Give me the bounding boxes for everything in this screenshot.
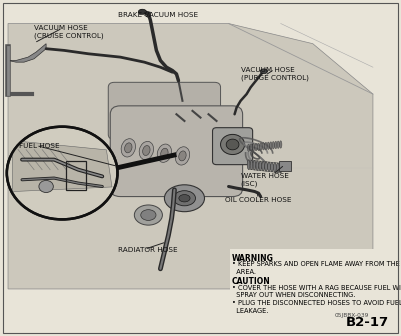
Circle shape bbox=[226, 139, 239, 150]
Text: • COVER THE HOSE WITH A RAG BECAUSE FUEL WILL
  SPRAY OUT WHEN DISCONNECTING.
• : • COVER THE HOSE WITH A RAG BECAUSE FUEL… bbox=[232, 285, 401, 314]
Ellipse shape bbox=[250, 160, 253, 170]
Text: BRAKE VACUUM HOSE: BRAKE VACUUM HOSE bbox=[118, 12, 198, 18]
Ellipse shape bbox=[267, 142, 269, 150]
Ellipse shape bbox=[255, 143, 257, 151]
Ellipse shape bbox=[173, 191, 196, 206]
Ellipse shape bbox=[279, 141, 282, 148]
Ellipse shape bbox=[269, 142, 272, 149]
Ellipse shape bbox=[259, 161, 262, 171]
Ellipse shape bbox=[260, 69, 267, 74]
Ellipse shape bbox=[253, 161, 256, 170]
Ellipse shape bbox=[125, 143, 132, 153]
Ellipse shape bbox=[256, 161, 259, 170]
Ellipse shape bbox=[139, 141, 154, 160]
Ellipse shape bbox=[121, 139, 136, 157]
Ellipse shape bbox=[247, 144, 250, 152]
Ellipse shape bbox=[272, 141, 275, 149]
Ellipse shape bbox=[267, 162, 270, 171]
Ellipse shape bbox=[271, 162, 273, 172]
Ellipse shape bbox=[277, 141, 279, 149]
Text: WATER HOSE
(ISC): WATER HOSE (ISC) bbox=[241, 173, 288, 186]
Polygon shape bbox=[8, 24, 373, 289]
Ellipse shape bbox=[179, 151, 186, 161]
Ellipse shape bbox=[175, 147, 190, 165]
Text: VACUUM HOSE
(CRUISE CONTROL): VACUUM HOSE (CRUISE CONTROL) bbox=[34, 25, 104, 39]
Bar bbox=[279, 161, 291, 171]
Text: OIL COOLER HOSE: OIL COOLER HOSE bbox=[225, 197, 291, 203]
Text: CAUTION: CAUTION bbox=[232, 277, 271, 286]
Text: FUEL HOSE: FUEL HOSE bbox=[19, 143, 60, 149]
Ellipse shape bbox=[247, 160, 250, 169]
Ellipse shape bbox=[276, 163, 279, 172]
FancyBboxPatch shape bbox=[108, 82, 221, 139]
Ellipse shape bbox=[141, 210, 156, 220]
Ellipse shape bbox=[262, 162, 265, 171]
Ellipse shape bbox=[273, 163, 276, 172]
Text: 05JBBX-039: 05JBBX-039 bbox=[335, 312, 369, 318]
Circle shape bbox=[221, 134, 245, 155]
Ellipse shape bbox=[161, 148, 168, 158]
Text: WARNING: WARNING bbox=[232, 254, 273, 263]
Ellipse shape bbox=[134, 205, 162, 225]
Ellipse shape bbox=[138, 9, 146, 14]
Ellipse shape bbox=[252, 143, 255, 151]
Text: • KEEP SPARKS AND OPEN FLAME AWAY FROM THE FUEL
  AREA.: • KEEP SPARKS AND OPEN FLAME AWAY FROM T… bbox=[232, 261, 401, 275]
FancyBboxPatch shape bbox=[213, 128, 253, 165]
Polygon shape bbox=[12, 140, 112, 192]
Bar bbox=[230, 249, 394, 324]
Text: B2-17: B2-17 bbox=[346, 316, 389, 329]
Ellipse shape bbox=[257, 143, 260, 151]
Ellipse shape bbox=[265, 142, 267, 150]
Ellipse shape bbox=[157, 144, 172, 162]
Circle shape bbox=[7, 127, 117, 219]
Ellipse shape bbox=[179, 195, 190, 202]
Ellipse shape bbox=[164, 185, 205, 212]
Ellipse shape bbox=[143, 145, 150, 156]
FancyBboxPatch shape bbox=[110, 106, 243, 197]
Text: VACUUM HOSE
(PURGE CONTROL): VACUUM HOSE (PURGE CONTROL) bbox=[241, 67, 308, 81]
Ellipse shape bbox=[265, 162, 267, 171]
Polygon shape bbox=[8, 44, 46, 62]
Ellipse shape bbox=[275, 141, 277, 149]
Text: RADIATOR HOSE: RADIATOR HOSE bbox=[118, 247, 178, 253]
Ellipse shape bbox=[279, 163, 282, 173]
Circle shape bbox=[39, 180, 53, 193]
Ellipse shape bbox=[260, 143, 262, 150]
Ellipse shape bbox=[250, 144, 252, 151]
Bar bbox=[66, 161, 86, 190]
Ellipse shape bbox=[262, 142, 265, 150]
